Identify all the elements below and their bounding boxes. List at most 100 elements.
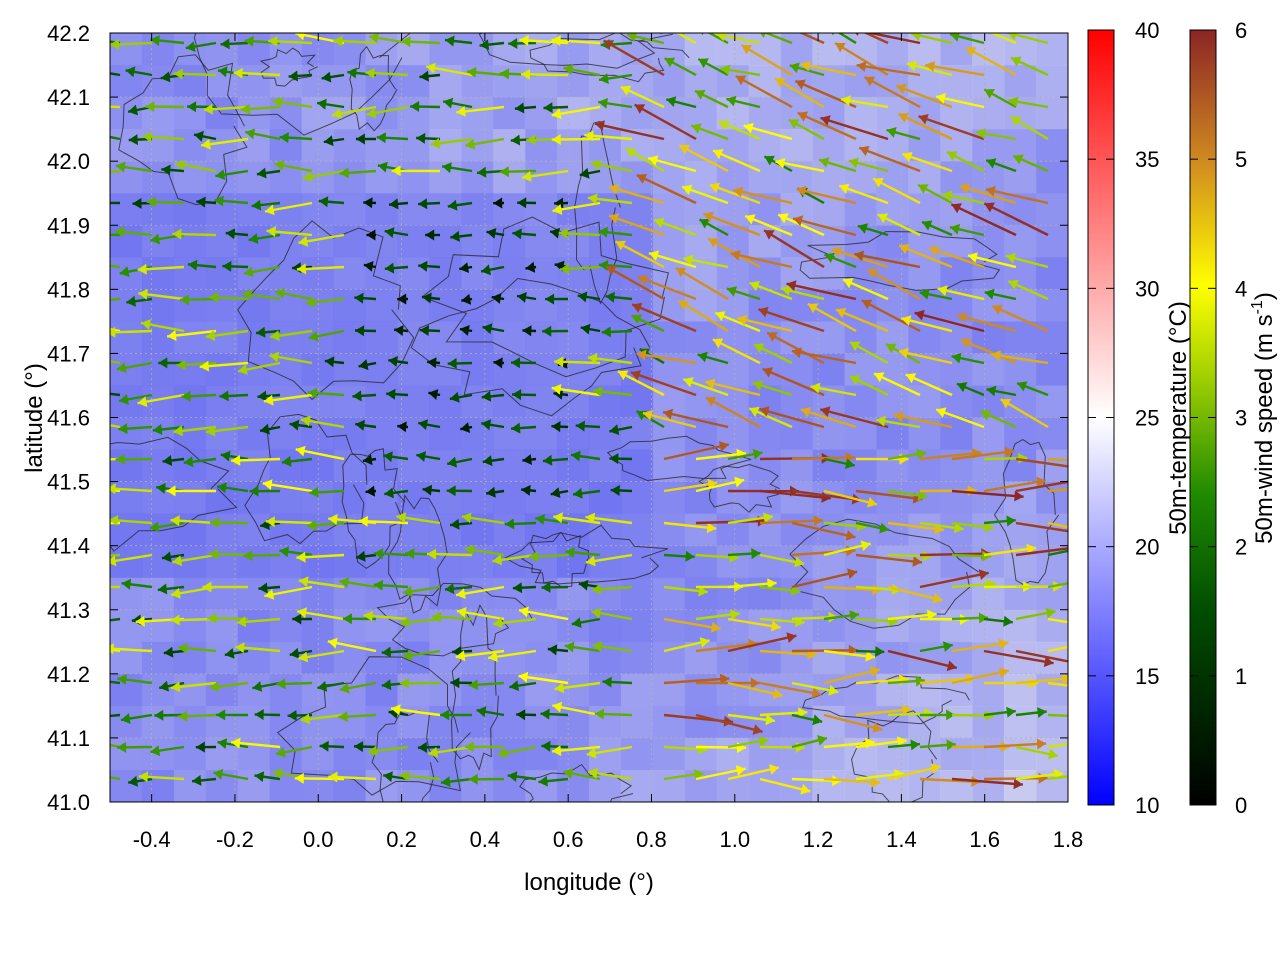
wind-arrow-head [951, 203, 962, 214]
wind-arrow-shaft [110, 233, 121, 237]
wind-arrow [636, 349, 697, 365]
wind-arrow-head [275, 746, 286, 758]
wind-arrow [252, 681, 281, 692]
wind-arrow [918, 114, 985, 141]
wind-arrow-head [354, 741, 364, 753]
wind-arrow [255, 326, 281, 338]
wind-arrow-shaft [991, 353, 1049, 365]
wind-arrow-head [213, 768, 224, 780]
wind-arrow-head [554, 197, 564, 209]
wind-arrow-head [541, 581, 551, 593]
wind-arrow-head [1010, 116, 1022, 127]
wind-arrow-shaft [1047, 742, 1068, 749]
heatmap-cell [620, 770, 654, 802]
wind-arrow [951, 446, 1015, 461]
wind-arrow-head [456, 607, 467, 618]
wind-arrow-shaft [1015, 521, 1068, 533]
wind-arrow [428, 745, 473, 758]
wind-arrow [985, 185, 1049, 205]
wind-arrow [951, 777, 1023, 790]
wind-arrow [591, 583, 633, 595]
y-axis-ticks: 41.041.141.241.341.441.541.641.741.841.9… [47, 21, 1068, 815]
wind-arrow-head [610, 485, 620, 496]
wind-arrow-head [942, 190, 953, 202]
wind-arrow-head [594, 708, 604, 720]
wind-arrow-head [276, 678, 286, 690]
temperature-colorbar-tick-label: 10 [1135, 793, 1159, 818]
wind-arrow-head [332, 108, 342, 119]
wind-arrow-head [447, 357, 457, 369]
wind-arrow-head [121, 578, 132, 590]
wind-arrow-head [978, 612, 989, 624]
heatmap-cell [525, 97, 558, 130]
wind-arrow [242, 289, 281, 301]
wind-arrow-head [327, 637, 338, 649]
wind-arrow-head [522, 170, 532, 182]
wind-arrow [1007, 33, 1049, 45]
heatmap-cell [173, 449, 207, 483]
wind-arrow [759, 777, 811, 795]
wind-arrow-head [476, 706, 487, 718]
wind-arrow-head [770, 620, 781, 632]
wind-arrow [791, 568, 858, 589]
wind-arrow-head [542, 325, 552, 337]
wind-arrow [735, 74, 793, 109]
heatmap-cell [972, 609, 1005, 643]
wind-arrow-head [216, 709, 226, 721]
wind-arrow [170, 515, 217, 527]
wind-arrow [578, 579, 601, 591]
wind-arrow [842, 278, 889, 301]
wind-arrow [179, 294, 217, 306]
wind-arrow-head [178, 642, 188, 654]
wind-arrow-head [154, 709, 164, 721]
wind-arrow-head [117, 674, 128, 685]
wind-arrow-head [831, 33, 835, 36]
contour-line [450, 604, 499, 772]
wind-arrow-head [142, 131, 152, 143]
wind-arrow-head [333, 35, 343, 47]
wind-arrow-head [225, 228, 236, 240]
wind-arrow-shaft [663, 677, 730, 685]
wind-arrow-head [886, 127, 897, 138]
wind-arrow-shaft [774, 77, 825, 109]
wind-arrow-head [272, 768, 283, 779]
wind-arrow-head [119, 394, 129, 405]
wind-arrow-head [648, 250, 660, 261]
heatmap-cell [716, 257, 750, 290]
wind-arrow-head [541, 740, 551, 752]
wind-arrow-head [794, 556, 805, 568]
wind-arrow [446, 485, 473, 497]
wind-arrow [266, 226, 313, 238]
wind-arrow [901, 315, 953, 333]
wind-arrow [181, 390, 217, 402]
wind-arrow-shaft [110, 297, 121, 302]
wind-arrow [203, 103, 249, 115]
wind-arrow [740, 44, 793, 77]
heatmap-cell [301, 353, 335, 386]
wind-arrow-head [525, 261, 536, 273]
heatmap-cell [908, 770, 941, 802]
wind-arrow [455, 585, 505, 599]
wind-arrow [951, 638, 1009, 653]
heatmap-cell [780, 353, 814, 386]
wind-arrow [110, 776, 121, 781]
heatmap-cell [748, 481, 782, 515]
wind-arrow-head [384, 262, 395, 274]
heatmap-cell [493, 257, 526, 290]
wind-arrow [570, 450, 601, 462]
wind-arrow [402, 585, 441, 597]
wind-arrow-head [992, 304, 1003, 315]
wind-arrow-head [356, 550, 366, 562]
wind-arrow-shaft [837, 33, 857, 45]
wind-arrow-shaft [1015, 649, 1068, 663]
wind-arrow-head [481, 264, 491, 276]
wind-arrow-head [666, 96, 677, 107]
heatmap-cell [205, 609, 239, 643]
wind-arrow-head [281, 455, 292, 467]
wind-arrow-shaft [662, 410, 729, 429]
wind-arrow-head [254, 709, 264, 721]
wind-arrow-head [328, 514, 338, 525]
wind-arrow-head [427, 548, 437, 560]
wind-arrow-head [847, 568, 858, 580]
wind-arrow-shaft [887, 765, 941, 781]
